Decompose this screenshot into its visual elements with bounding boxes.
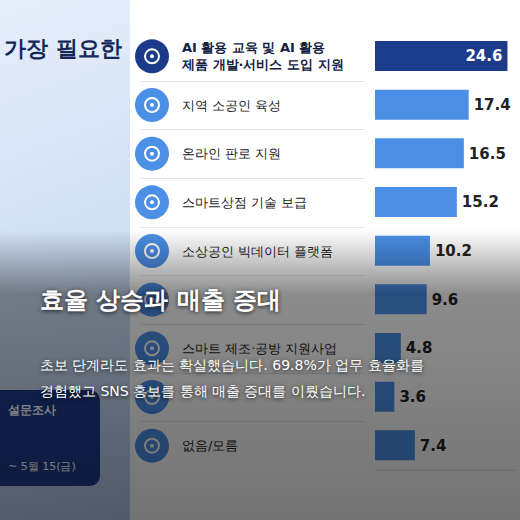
svg-text:3.6: 3.6 (399, 388, 426, 406)
svg-text:9.6: 9.6 (432, 291, 459, 309)
svg-text:10.2: 10.2 (435, 242, 472, 260)
svg-text:소상공인 빅데이터 플랫폼: 소상공인 빅데이터 플랫폼 (182, 244, 333, 259)
svg-text:온라인 판로 지원: 온라인 판로 지원 (182, 146, 281, 161)
svg-text:스마트상점 기술 보급: 스마트상점 기술 보급 (182, 195, 307, 210)
svg-text:7.4: 7.4 (420, 437, 447, 455)
svg-text:17.4: 17.4 (474, 96, 511, 114)
svg-text:4.8: 4.8 (406, 339, 433, 357)
svg-text:24.6: 24.6 (465, 47, 502, 65)
svg-text:AI 활용 교육 및 AI 활용: AI 활용 교육 및 AI 활용 (182, 40, 325, 55)
svg-text:제품 개발·서비스 도입 지원: 제품 개발·서비스 도입 지원 (181, 57, 344, 72)
svg-text:없음/모름: 없음/모름 (182, 438, 238, 453)
svg-text:16.5: 16.5 (469, 145, 506, 163)
svg-text:지역 소공인 육성: 지역 소공인 육성 (182, 98, 281, 113)
svg-text:15.2: 15.2 (462, 193, 499, 211)
svg-text:스마트 제조·공방 지원사업: 스마트 제조·공방 지원사업 (182, 341, 337, 356)
